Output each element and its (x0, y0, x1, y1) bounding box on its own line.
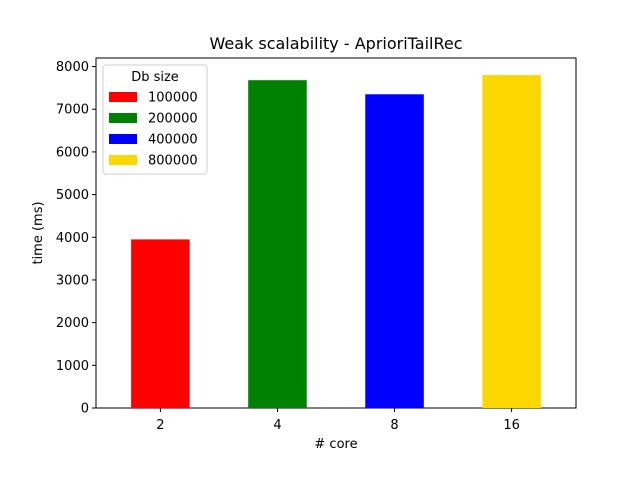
legend-entry-label: 200000 (148, 112, 198, 127)
legend-title: Db size (131, 70, 179, 85)
y-tick-label: 3000 (56, 273, 89, 288)
bar-8 (365, 94, 424, 408)
y-axis-label: time (ms) (31, 201, 46, 264)
chart-title: Weak scalability - AprioriTailRec (209, 34, 462, 53)
bars (131, 75, 541, 408)
x-axis: 2 4 8 16 (156, 408, 520, 433)
y-tick-label: 7000 (56, 103, 89, 118)
legend-entry-label: 100000 (148, 91, 198, 106)
legend-entry-label: 800000 (148, 154, 198, 169)
legend-swatch (109, 134, 137, 144)
legend-swatch (109, 155, 137, 165)
x-tick-label: 2 (156, 418, 164, 433)
y-tick-label: 8000 (56, 60, 89, 75)
x-axis-label: # core (314, 437, 357, 452)
bar-2 (131, 239, 190, 408)
x-tick-label: 16 (503, 418, 520, 433)
legend-swatch (109, 113, 137, 123)
y-tick-label: 1000 (56, 359, 89, 374)
y-tick-label: 5000 (56, 188, 89, 203)
bar-4 (248, 80, 307, 408)
x-tick-label: 8 (390, 418, 398, 433)
y-axis: 0 1000 2000 3000 4000 5000 6000 7000 8000 (56, 60, 96, 417)
y-tick-label: 2000 (56, 316, 89, 331)
plot-area-frame (95, 57, 577, 409)
x-tick-label: 4 (273, 418, 281, 433)
legend: Db size 100000 200000 400000 800000 (102, 64, 208, 175)
legend-swatch (109, 92, 137, 102)
y-tick-label: 0 (81, 402, 89, 417)
bar-16 (482, 75, 541, 408)
legend-entry-label: 400000 (148, 133, 198, 148)
y-tick-label: 6000 (56, 145, 89, 160)
y-tick-label: 4000 (56, 231, 89, 246)
